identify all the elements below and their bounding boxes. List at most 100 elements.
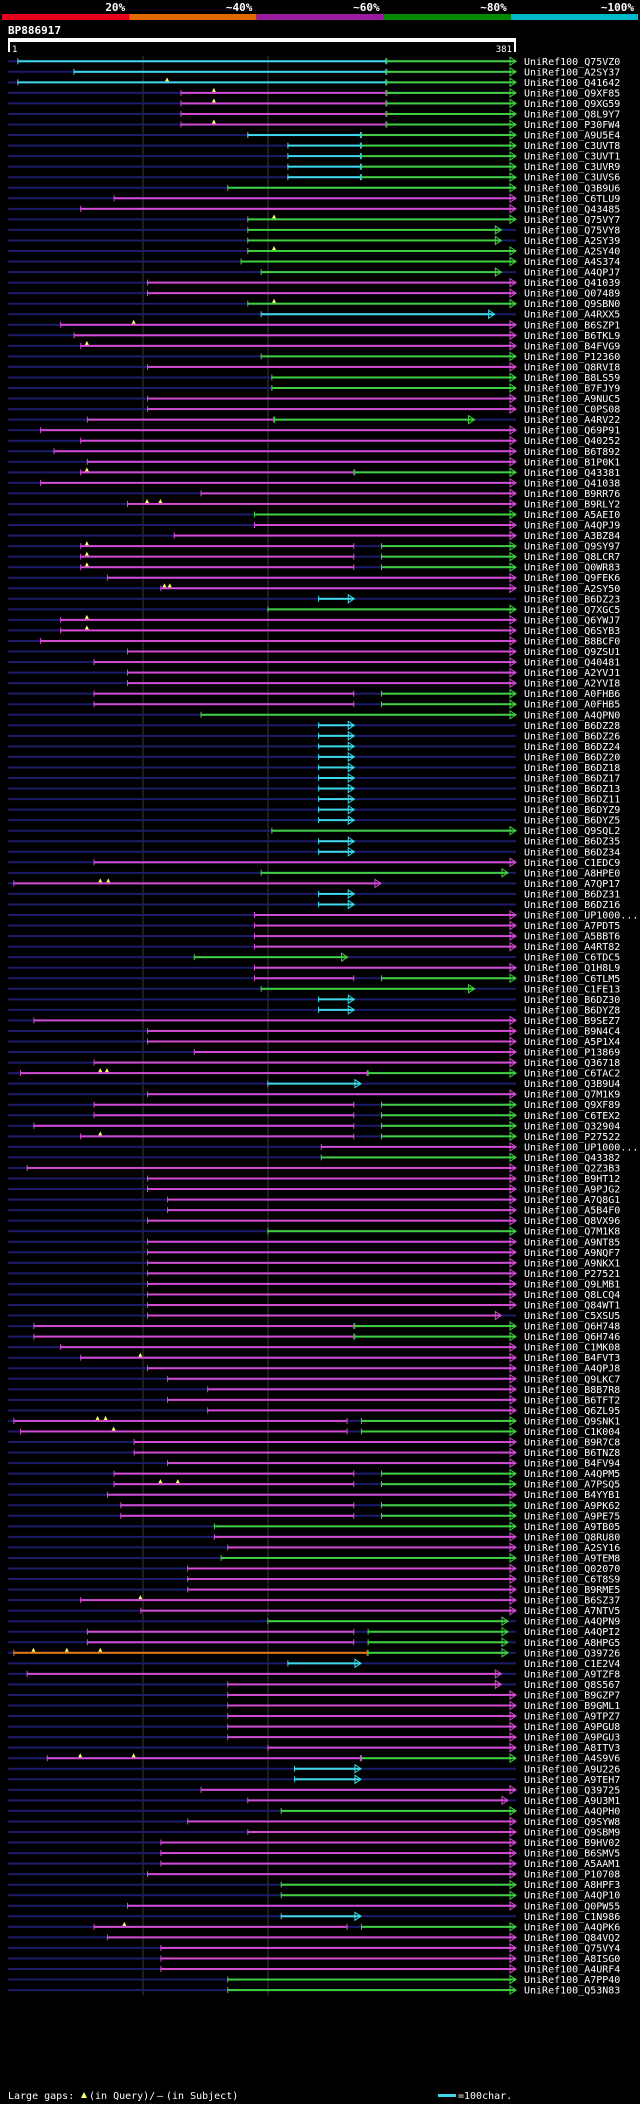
hit-label[interactable]: UniRef100_A9PGU8 — [524, 1722, 620, 1733]
hit-row[interactable]: UniRef100_Q53N83 — [8, 1985, 620, 1997]
hit-label[interactable]: UniRef100_B9RR76 — [524, 489, 620, 500]
hit-label[interactable]: UniRef100_B9GML1 — [524, 1701, 620, 1712]
hit-row[interactable]: UniRef100_Q8LCR7 — [8, 551, 620, 564]
hit-row[interactable]: UniRef100_Q9FEK6 — [8, 572, 620, 584]
hit-row[interactable]: UniRef100_A4RT82 — [8, 941, 620, 953]
hit-row[interactable]: UniRef100_C1E2V4 — [8, 1658, 620, 1670]
hit-row[interactable]: UniRef100_A4RXX5 — [8, 309, 620, 321]
hit-row[interactable]: UniRef100_A9TEM8 — [8, 1553, 620, 1564]
hit-label[interactable]: UniRef100_C3UVR9 — [524, 162, 620, 173]
hit-label[interactable]: UniRef100_A2SY16 — [524, 1543, 620, 1554]
hit-label[interactable]: UniRef100_B6DZ26 — [524, 731, 620, 742]
hit-label[interactable]: UniRef100_Q6H748 — [524, 1322, 620, 1333]
hit-row[interactable]: UniRef100_B6DZ11 — [8, 794, 620, 806]
hit-label[interactable]: UniRef100_A5AEI0 — [524, 510, 620, 521]
hit-row[interactable]: UniRef100_A8HPE0 — [8, 867, 620, 879]
hit-label[interactable]: UniRef100_C1MK08 — [524, 1343, 620, 1354]
hit-row[interactable]: UniRef100_Q9XF89 — [8, 1099, 620, 1111]
hit-label[interactable]: UniRef100_A2YVJ1 — [524, 668, 620, 679]
hit-row[interactable]: UniRef100_A0FHB6 — [8, 688, 620, 700]
hit-row[interactable]: UniRef100_C5XSU5 — [8, 1310, 620, 1322]
hit-row[interactable]: UniRef100_C6TEX2 — [8, 1110, 620, 1122]
hit-row[interactable]: UniRef100_B7FJY9 — [8, 383, 620, 395]
hit-row[interactable]: UniRef100_B6DZ30 — [8, 994, 620, 1006]
hit-row[interactable]: UniRef100_A4QPJ9 — [8, 520, 620, 532]
hit-label[interactable]: UniRef100_A4QPJ8 — [524, 1364, 620, 1375]
hit-label[interactable]: UniRef100_Q6H746 — [524, 1332, 620, 1343]
hit-row[interactable]: UniRef100_A9NQF7 — [8, 1247, 620, 1259]
hit-label[interactable]: UniRef100_A4QPK6 — [524, 1922, 620, 1933]
hit-label[interactable]: UniRef100_Q9XG59 — [524, 99, 620, 110]
hit-label[interactable]: UniRef100_Q9SBN0 — [524, 299, 620, 310]
hit-label[interactable]: UniRef100_Q9SYW8 — [524, 1817, 620, 1828]
hit-row[interactable]: UniRef100_A9NKX1 — [8, 1257, 620, 1269]
hit-row[interactable]: UniRef100_Q1H8L9 — [8, 962, 620, 974]
hit-row[interactable]: UniRef100_B6DYZ5 — [8, 815, 620, 827]
hit-row[interactable]: UniRef100_B6DZ18 — [8, 762, 620, 774]
hit-label[interactable]: UniRef100_A9U226 — [524, 1764, 620, 1775]
hit-label[interactable]: UniRef100_Q3B9U6 — [524, 183, 620, 194]
hit-label[interactable]: UniRef100_A9TB05 — [524, 1522, 620, 1533]
hit-row[interactable]: UniRef100_Q9SBN0 — [8, 298, 620, 311]
hit-label[interactable]: UniRef100_C3UVS6 — [524, 173, 620, 184]
hit-row[interactable]: UniRef100_Q9SNK1 — [8, 1415, 620, 1428]
hit-row[interactable]: UniRef100_Q84VQ2 — [8, 1932, 620, 1944]
hit-label[interactable]: UniRef100_A4QPJ9 — [524, 521, 620, 532]
hit-row[interactable]: UniRef100_C1K004 — [8, 1426, 620, 1438]
hit-label[interactable]: UniRef100_UP1000... — [524, 911, 638, 922]
hit-label[interactable]: UniRef100_B6DZ24 — [524, 742, 620, 753]
hit-label[interactable]: UniRef100_A4RT82 — [524, 942, 620, 953]
hit-label[interactable]: UniRef100_UP1000... — [524, 1142, 638, 1153]
hit-label[interactable]: UniRef100_A4QPM5 — [524, 1469, 620, 1480]
hit-label[interactable]: UniRef100_Q84WT1 — [524, 1300, 620, 1311]
hit-label[interactable]: UniRef100_B4YYB1 — [524, 1490, 620, 1501]
hit-row[interactable]: UniRef100_A2YVI8 — [8, 678, 620, 690]
hit-row[interactable]: UniRef100_B9HV02 — [8, 1837, 620, 1849]
hit-row[interactable]: UniRef100_A9U5E4 — [8, 130, 620, 142]
hit-label[interactable]: UniRef100_A4QPJ7 — [524, 268, 620, 279]
hit-row[interactable]: UniRef100_C3UVS6 — [8, 172, 620, 184]
hit-label[interactable]: UniRef100_B9N4C4 — [524, 1026, 620, 1037]
hit-label[interactable]: UniRef100_B4FVG9 — [524, 341, 620, 352]
hit-row[interactable]: UniRef100_B6DZ26 — [8, 730, 620, 742]
hit-label[interactable]: UniRef100_Q6ZL95 — [524, 1406, 620, 1417]
hit-label[interactable]: UniRef100_A2SY50 — [524, 584, 620, 595]
hit-label[interactable]: UniRef100_A9TPZ7 — [524, 1712, 620, 1723]
hit-row[interactable]: UniRef100_UP1000... — [8, 1141, 638, 1153]
hit-row[interactable]: UniRef100_Q8LCQ4 — [8, 1289, 620, 1301]
hit-row[interactable]: UniRef100_A2SY50 — [8, 583, 620, 595]
hit-row[interactable]: UniRef100_A2YVJ1 — [8, 667, 620, 679]
hit-label[interactable]: UniRef100_A4URF4 — [524, 1965, 620, 1976]
hit-label[interactable]: UniRef100_B6TKL9 — [524, 331, 620, 342]
hit-label[interactable]: UniRef100_B9HV02 — [524, 1838, 620, 1849]
hit-label[interactable]: UniRef100_B6DZ18 — [524, 763, 620, 774]
hit-row[interactable]: UniRef100_Q32904 — [8, 1120, 620, 1132]
hit-label[interactable]: UniRef100_Q9ZSU1 — [524, 647, 620, 658]
hit-label[interactable]: UniRef100_B9GZP7 — [524, 1690, 620, 1701]
hit-label[interactable]: UniRef100_Q8LCR7 — [524, 552, 620, 563]
hit-row[interactable]: UniRef100_A4QP10 — [8, 1890, 620, 1902]
hit-label[interactable]: UniRef100_B6TNZ8 — [524, 1448, 620, 1459]
hit-row[interactable]: UniRef100_Q39725 — [8, 1784, 620, 1796]
hit-row[interactable]: UniRef100_A4QPH0 — [8, 1805, 620, 1817]
hit-label[interactable]: UniRef100_A4S374 — [524, 257, 620, 268]
hit-label[interactable]: UniRef100_Q2Z3B3 — [524, 1163, 620, 1174]
hit-row[interactable]: UniRef100_B9N4C4 — [8, 1026, 620, 1037]
hit-row[interactable]: UniRef100_Q43485 — [8, 203, 620, 215]
hit-row[interactable]: UniRef100_B6DYZ9 — [8, 804, 620, 816]
hit-row[interactable]: UniRef100_C3UVT8 — [8, 140, 620, 152]
hit-row[interactable]: UniRef100_B6DZ20 — [8, 751, 620, 763]
hit-row[interactable]: UniRef100_B9SEZ7 — [8, 1015, 620, 1027]
hit-label[interactable]: UniRef100_A8ISG0 — [524, 1954, 620, 1965]
hit-label[interactable]: UniRef100_A9NKX1 — [524, 1258, 620, 1269]
hit-label[interactable]: UniRef100_B6DZ28 — [524, 721, 620, 732]
hit-row[interactable]: UniRef100_Q75VY4 — [8, 1942, 620, 1954]
hit-label[interactable]: UniRef100_A9NQF7 — [524, 1248, 620, 1259]
hit-row[interactable]: UniRef100_B8BCF0 — [8, 636, 620, 647]
hit-row[interactable]: UniRef100_A9PK62 — [8, 1500, 620, 1512]
hit-label[interactable]: UniRef100_A4QPH0 — [524, 1806, 620, 1817]
hit-label[interactable]: UniRef100_A9PGU3 — [524, 1733, 620, 1744]
hit-row[interactable]: UniRef100_P27521 — [8, 1268, 620, 1280]
hit-label[interactable]: UniRef100_B6DZ13 — [524, 784, 620, 795]
hit-label[interactable]: UniRef100_B6DZ16 — [524, 900, 620, 911]
